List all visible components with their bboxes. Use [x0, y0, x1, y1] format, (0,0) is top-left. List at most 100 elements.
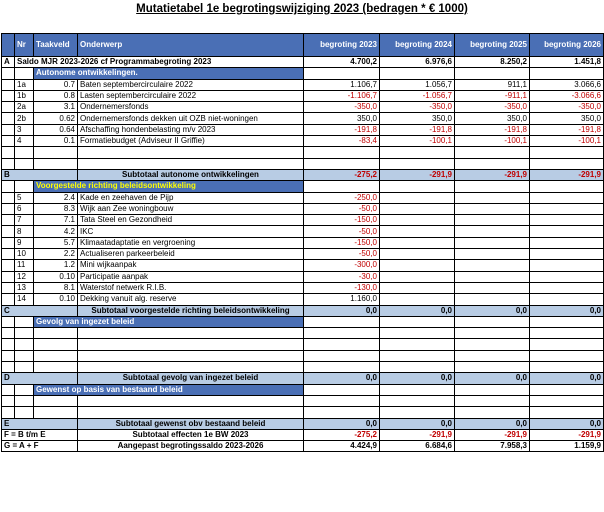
row-code-cell [1, 293, 15, 306]
empty-cell [1, 361, 15, 374]
section-header-row: Autonome ontwikkelingen. [1, 67, 604, 80]
row-nr: 14 [14, 293, 34, 306]
value-cell: 4.700,2 [303, 55, 380, 69]
value-cell [529, 259, 604, 272]
section-code-cell [1, 383, 15, 396]
value-cell [379, 281, 455, 295]
value-cell [379, 191, 455, 204]
empty-cell [33, 327, 78, 340]
value-cell [454, 270, 530, 283]
value-cell: 8.250,2 [454, 55, 530, 69]
value-cell: 350,0 [379, 112, 455, 125]
value-cell: 0,0 [529, 304, 604, 317]
empty-cell [33, 157, 78, 170]
empty-row [1, 157, 604, 170]
value-cell: 0,0 [303, 372, 380, 385]
row-taakveld: 8.3 [33, 202, 78, 216]
row-label: Subtotaal voorgestelde richting beleidso… [77, 304, 304, 317]
table-row: 3 0.64 Afschaffing hondenbelasting m/v 202… [1, 123, 604, 137]
row-code-cell [1, 225, 15, 238]
empty-cell [1, 406, 15, 419]
row-taakveld: 0.10 [33, 270, 78, 283]
value-cell: 6.684,6 [379, 440, 455, 453]
value-cell: -291,9 [379, 428, 455, 442]
row-nr: 13 [14, 281, 34, 295]
table-row: 5 2.4 Kade en zeehaven de Pijp -250,0 [1, 191, 604, 204]
empty-cell [529, 394, 604, 408]
empty-row [1, 327, 604, 340]
row-onderwerp: Dekking vanuit alg. reserve [77, 293, 304, 306]
mutatie-table: Nr Taakveld Onderwerp begroting 2023 beg… [1, 33, 604, 453]
value-cell: -350,0 [529, 101, 604, 114]
empty-row [1, 146, 604, 159]
row-nr: 9 [14, 236, 34, 250]
value-cell: 350,0 [303, 112, 380, 125]
table-row: 9 5.7 Klimaatadaptatie en vergroening -150,… [1, 236, 604, 250]
empty-cell [379, 146, 455, 159]
header-begroting-2025: begroting 2025 [454, 33, 530, 57]
value-cell: -191,8 [454, 123, 530, 137]
value-cell [379, 202, 455, 216]
table-row: 13 8.1 Waterstof netwerk R.I.B. -130,0 [1, 281, 604, 295]
empty-row [1, 361, 604, 374]
empty-cell [303, 394, 380, 408]
value-cell: 1.160,0 [303, 293, 380, 306]
table-row: 1a 0.7 Baten septembercirculaire 2022 1.106… [1, 78, 604, 91]
row-taakveld: 0.7 [33, 78, 78, 91]
value-cell [379, 248, 455, 261]
value-cell: -275,2 [303, 428, 380, 442]
table-body: A Saldo MJR 2023-2026 cf Programmabegroti… [1, 55, 604, 453]
empty-cell [529, 338, 604, 351]
row-code-cell [1, 135, 15, 148]
empty-cell [529, 349, 604, 363]
row-onderwerp: Waterstof netwerk R.I.B. [77, 281, 304, 295]
empty-cell [77, 394, 304, 408]
row-taakveld: 7.1 [33, 214, 78, 227]
row-nr: 1b [14, 89, 34, 103]
empty-cell [454, 157, 530, 170]
empty-cell [303, 146, 380, 159]
value-cell: 0,0 [529, 417, 604, 430]
empty-cell [454, 327, 530, 340]
value-cell: -191,8 [303, 123, 380, 137]
header-onderwerp: Onderwerp [77, 33, 304, 57]
row-onderwerp: Klimaatadaptatie en vergroening [77, 236, 304, 250]
row-nr: 4 [14, 135, 34, 148]
empty-cell [379, 349, 455, 363]
section-code-cell [1, 67, 15, 80]
section-value-cell [379, 67, 455, 80]
empty-row [1, 338, 604, 351]
value-cell: -300,0 [303, 259, 380, 272]
row-label: Aangepast begrotingssaldo 2023-2026 [77, 440, 304, 453]
table-row: 14 0.10 Dekking vanuit alg. reserve 1.160,0 [1, 293, 604, 306]
empty-cell [529, 406, 604, 419]
row-onderwerp: Formatiebudget (Adviseur II Griffie) [77, 135, 304, 148]
subtotal-row: D Subtotaal gevolg van ingezet beleid 0,0 0… [1, 372, 604, 385]
empty-row [1, 394, 604, 408]
empty-cell [379, 394, 455, 408]
value-cell: -291,9 [529, 168, 604, 182]
empty-cell [1, 338, 15, 351]
row-onderwerp: Afschaffing hondenbelasting m/v 2023 [77, 123, 304, 137]
section-value-cell [303, 180, 380, 193]
value-cell: -911,1 [454, 89, 530, 103]
row-code: E [1, 417, 78, 430]
section-code-cell [1, 180, 15, 193]
value-cell [529, 281, 604, 295]
empty-cell [33, 349, 78, 363]
section-value-cell [529, 315, 604, 329]
row-onderwerp: IKC [77, 225, 304, 238]
row-onderwerp: Tata Steel en Gezondheid [77, 214, 304, 227]
value-cell: -350,0 [454, 101, 530, 114]
row-onderwerp: Wijk aan Zee woningbouw [77, 202, 304, 216]
row-code-cell [1, 78, 15, 91]
value-cell: 1.159,9 [529, 440, 604, 453]
row-code: B [1, 168, 78, 182]
header-nr: Nr [14, 33, 34, 57]
row-code-cell [1, 123, 15, 137]
row-nr: 7 [14, 214, 34, 227]
value-cell [529, 270, 604, 283]
page-title: Mutatietabel 1e begrotingswijziging 2023… [136, 3, 468, 15]
empty-cell [379, 361, 455, 374]
table-row: 6 8.3 Wijk aan Zee woningbouw -50,0 [1, 202, 604, 216]
